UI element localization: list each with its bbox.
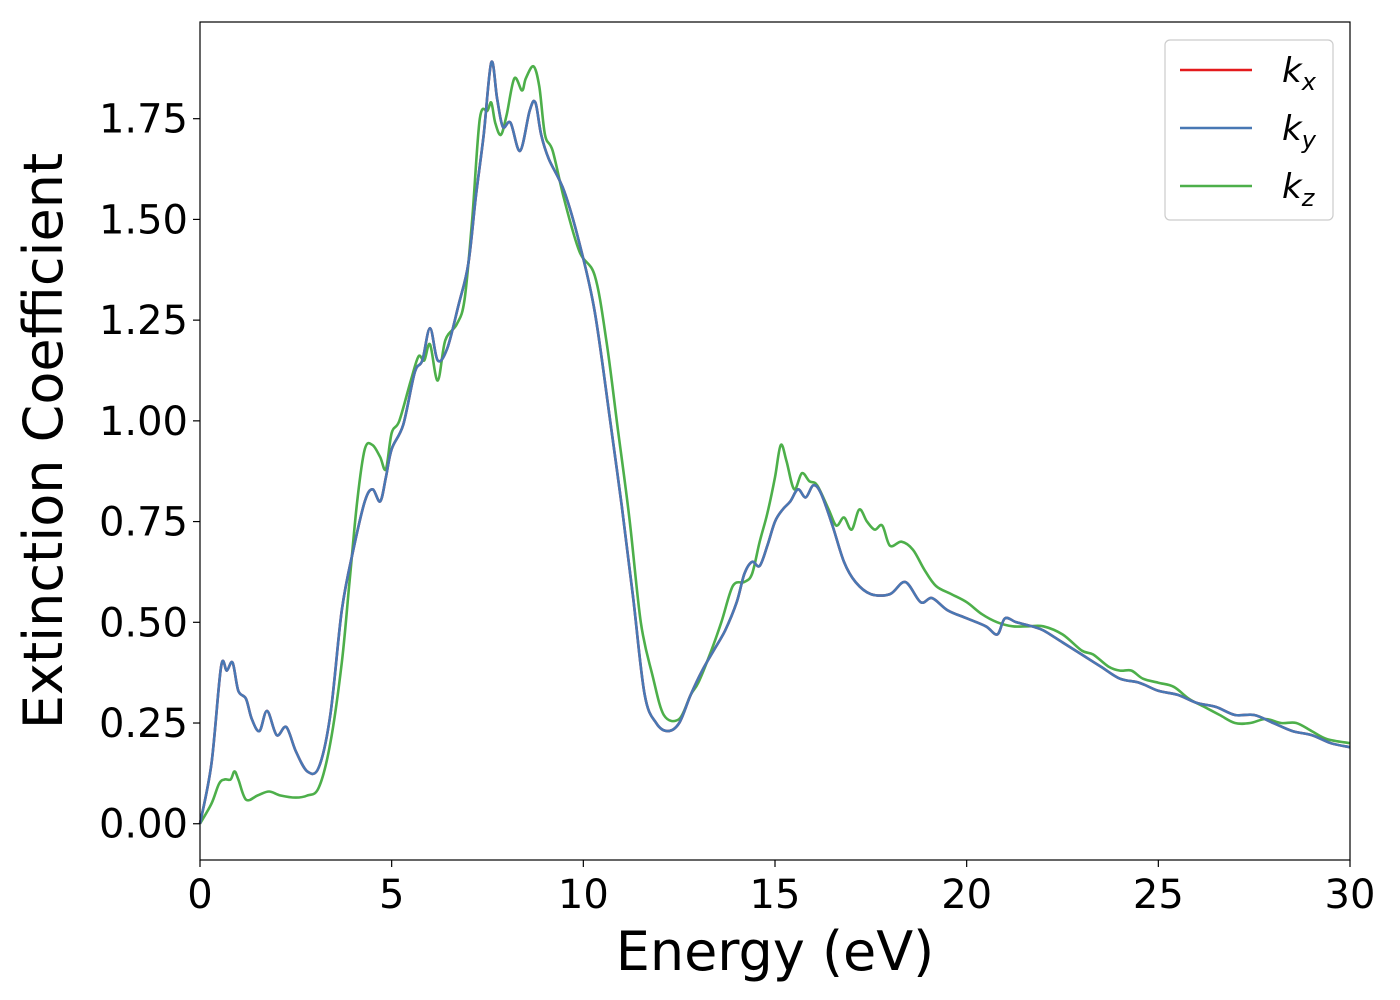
y-axis: 0.00 0.25 0.50 0.75 1.00 1.25 1.50 1.75 <box>99 97 200 848</box>
series-layer <box>198 60 1351 825</box>
y-tick-label: 1.25 <box>99 298 188 344</box>
y-tick-label: 0.50 <box>99 600 188 646</box>
x-tick-label: 25 <box>1133 872 1184 918</box>
y-tick-label: 0.75 <box>99 500 188 546</box>
y-tick-label: 0.00 <box>99 802 188 848</box>
plot-area <box>200 22 1350 860</box>
x-tick-label: 10 <box>558 872 609 918</box>
x-tick-label: 20 <box>941 872 992 918</box>
x-tick-label: 30 <box>1325 872 1376 918</box>
y-tick-label: 1.50 <box>99 197 188 243</box>
legend: kx ky kz <box>1164 39 1334 221</box>
y-tick-label: 1.75 <box>99 97 188 143</box>
legend-label-y: ky <box>1282 109 1317 154</box>
x-tick-label: 5 <box>379 872 404 918</box>
x-axis-title: Energy (eV) <box>616 920 935 983</box>
x-tick-label: 15 <box>750 872 801 918</box>
series-line-z <box>198 64 1351 825</box>
legend-label-x: kx <box>1282 51 1317 96</box>
legend-box <box>1164 39 1334 221</box>
x-tick-label: 0 <box>187 872 212 918</box>
x-axis: 0 5 10 15 20 25 30 <box>187 860 1375 918</box>
y-tick-label: 0.25 <box>99 701 188 747</box>
y-tick-label: 1.00 <box>99 399 188 445</box>
y-axis-title: Extinction Coefficient <box>12 153 75 729</box>
series-line-y <box>198 60 1351 824</box>
legend-label-z: kz <box>1282 167 1316 212</box>
